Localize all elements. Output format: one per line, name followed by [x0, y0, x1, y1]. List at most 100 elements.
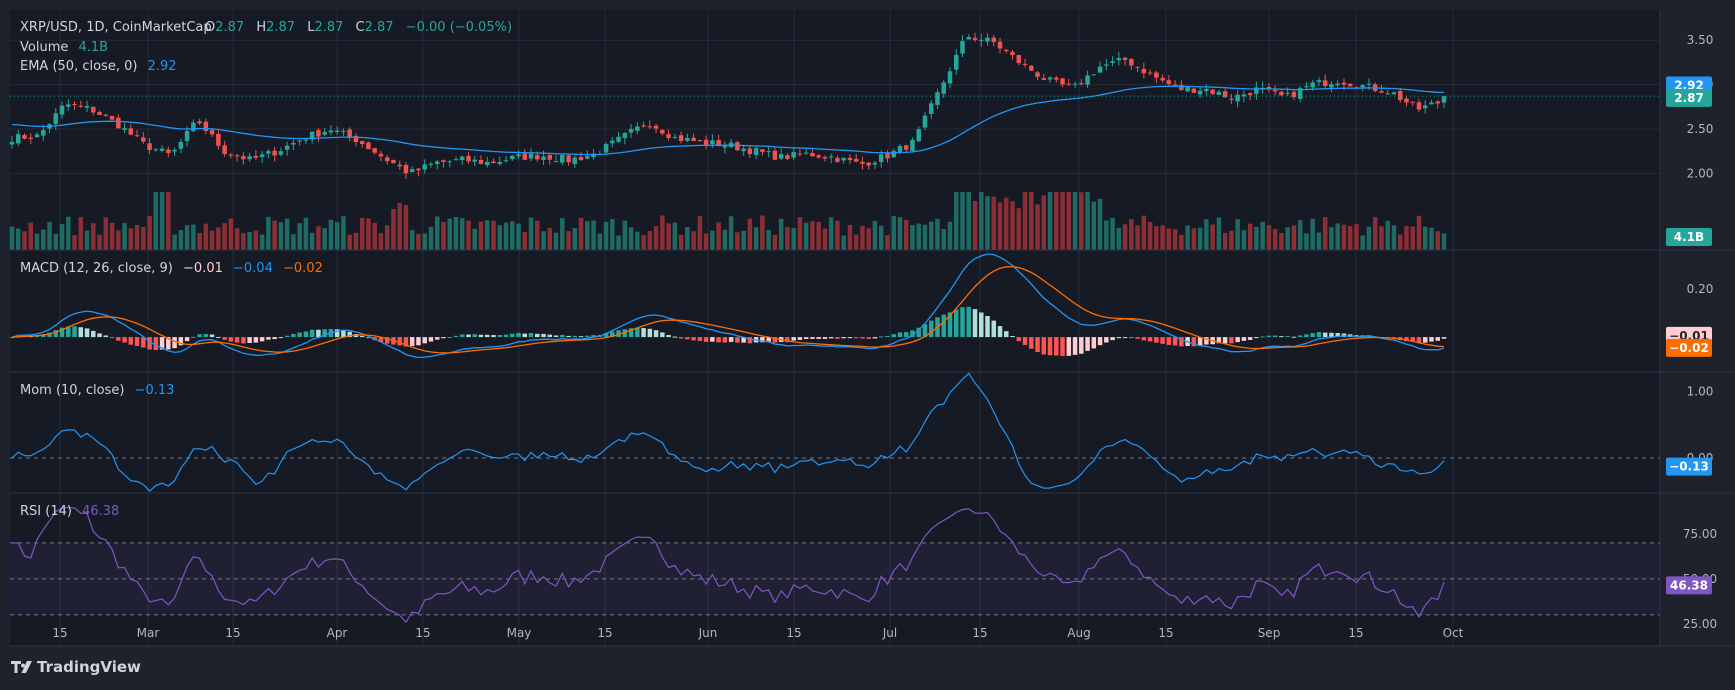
- ema-value: 2.92: [148, 59, 177, 74]
- candle-body: [1160, 77, 1165, 81]
- main-legend[interactable]: XRP/USD, 1D, CoinMarketCap O2.87 H2.87 L…: [20, 20, 512, 74]
- candle-body: [397, 164, 402, 167]
- macd-histogram-bar: [1410, 337, 1415, 342]
- volume-bar: [710, 230, 715, 250]
- macd-histogram-bar: [347, 331, 352, 338]
- candle-body: [1147, 72, 1153, 74]
- candle-body: [234, 155, 240, 157]
- volume-bar: [597, 233, 603, 250]
- macd-histogram-bar: [1197, 337, 1203, 346]
- volume-bar: [897, 217, 903, 250]
- volume-bar: [1266, 225, 1272, 250]
- macd-histogram-bar: [991, 320, 997, 338]
- volume-bar: [1160, 225, 1165, 250]
- candle-body: [591, 153, 596, 158]
- candle-body: [1441, 96, 1447, 103]
- volume-bar: [878, 225, 884, 250]
- macd-line-value: −0.04: [233, 261, 273, 276]
- macd-histogram-bar: [128, 337, 134, 345]
- volume-bar: [997, 202, 1003, 250]
- candle-body: [1029, 65, 1034, 71]
- volume-bar: [1116, 227, 1122, 250]
- volume-bar: [309, 232, 315, 250]
- candle-body: [778, 154, 784, 159]
- macd-histogram-bar: [1316, 332, 1322, 338]
- macd-legend[interactable]: MACD (12, 26, close, 9) −0.01 −0.04 −0.0…: [20, 261, 323, 276]
- candle-body: [1241, 94, 1247, 97]
- macd-histogram-bar: [772, 337, 778, 343]
- macd-histogram-bar: [547, 334, 553, 338]
- volume-bar: [1372, 217, 1378, 250]
- volume-legend[interactable]: Volume 4.1B: [20, 40, 108, 55]
- change-value: −0.00 (−0.05%): [406, 20, 512, 35]
- ema-legend[interactable]: EMA (50, close, 0) 2.92: [20, 59, 177, 74]
- volume-badge: 4.1B: [1674, 230, 1704, 244]
- candle-body: [897, 146, 903, 152]
- candle-body: [853, 158, 859, 162]
- macd-histogram-bar: [616, 330, 621, 338]
- candle-body: [1085, 75, 1090, 85]
- candle-body: [128, 128, 134, 135]
- volume-bar: [266, 216, 271, 250]
- volume-bar: [735, 232, 740, 250]
- candle-body: [266, 151, 271, 154]
- volume-bar: [59, 224, 65, 250]
- symbol-title[interactable]: XRP/USD, 1D, CoinMarketCap: [20, 20, 212, 35]
- macd-histogram-bar: [828, 337, 834, 339]
- candle-body: [916, 129, 921, 142]
- volume-bar: [222, 223, 227, 250]
- macd-histogram-bar: [1072, 337, 1078, 355]
- rsi-value: 46.38: [82, 504, 119, 519]
- candle-body: [1304, 86, 1309, 88]
- candle-body: [34, 134, 40, 138]
- rsi-badge: 46.38: [1670, 578, 1708, 592]
- macd-histogram-bar: [1010, 336, 1015, 338]
- macd-histogram-bar: [1091, 337, 1097, 349]
- volume-bar: [1354, 224, 1359, 250]
- volume-bar: [866, 228, 871, 250]
- volume-bar: [622, 220, 628, 250]
- candle-body: [1204, 89, 1209, 92]
- volume-bar: [1166, 228, 1172, 250]
- macd-histogram-bar: [1216, 337, 1222, 344]
- macd-histogram-bar: [685, 337, 690, 340]
- price-tick-label: 2.50: [1687, 122, 1714, 136]
- volume-bar: [84, 230, 90, 250]
- volume-bar: [16, 228, 21, 250]
- macd-histogram-bar: [647, 328, 653, 338]
- rsi-legend[interactable]: RSI (14) 46.38: [20, 504, 119, 519]
- macd-histogram-bar: [985, 315, 990, 338]
- macd-histogram-bar: [1435, 337, 1440, 341]
- macd-histogram-bar: [603, 333, 609, 338]
- high-value: 2.87: [266, 20, 295, 35]
- candle-body: [1054, 77, 1059, 80]
- volume-bar: [753, 227, 759, 250]
- volume-bar: [535, 220, 540, 250]
- volume-bar: [53, 233, 59, 250]
- macd-histogram-bar: [316, 329, 321, 338]
- momentum-legend[interactable]: Mom (10, close) −0.13: [20, 383, 174, 398]
- macd-histogram-bar: [941, 314, 946, 338]
- tradingview-logo[interactable]: TradingView: [11, 658, 141, 676]
- volume-bar: [772, 234, 778, 250]
- volume-bar: [497, 225, 503, 250]
- candle-body: [141, 137, 146, 142]
- macd-histogram-bar: [1304, 334, 1309, 338]
- macd-histogram-bar: [184, 337, 190, 342]
- candle-body: [391, 160, 396, 164]
- volume-bar: [572, 228, 578, 250]
- macd-histogram-bar: [1060, 337, 1065, 357]
- candle-body: [1279, 91, 1284, 96]
- volume-bar: [972, 200, 978, 250]
- time-axis[interactable]: 15 Mar 15 Apr 15 May 15 Jun 15 Jul 15 Aug 15 Sep 15 Oct: [52, 626, 1463, 640]
- rsi-line: [12, 506, 1445, 624]
- volume-bar: [810, 221, 815, 250]
- macd-histogram-bar: [259, 337, 265, 342]
- macd-histogram-bar: [1097, 337, 1103, 346]
- macd-histogram-bar: [72, 326, 77, 338]
- candle-body: [1141, 68, 1147, 74]
- candle-body: [16, 134, 21, 144]
- candle-body: [172, 149, 177, 152]
- volume-bar: [922, 224, 928, 250]
